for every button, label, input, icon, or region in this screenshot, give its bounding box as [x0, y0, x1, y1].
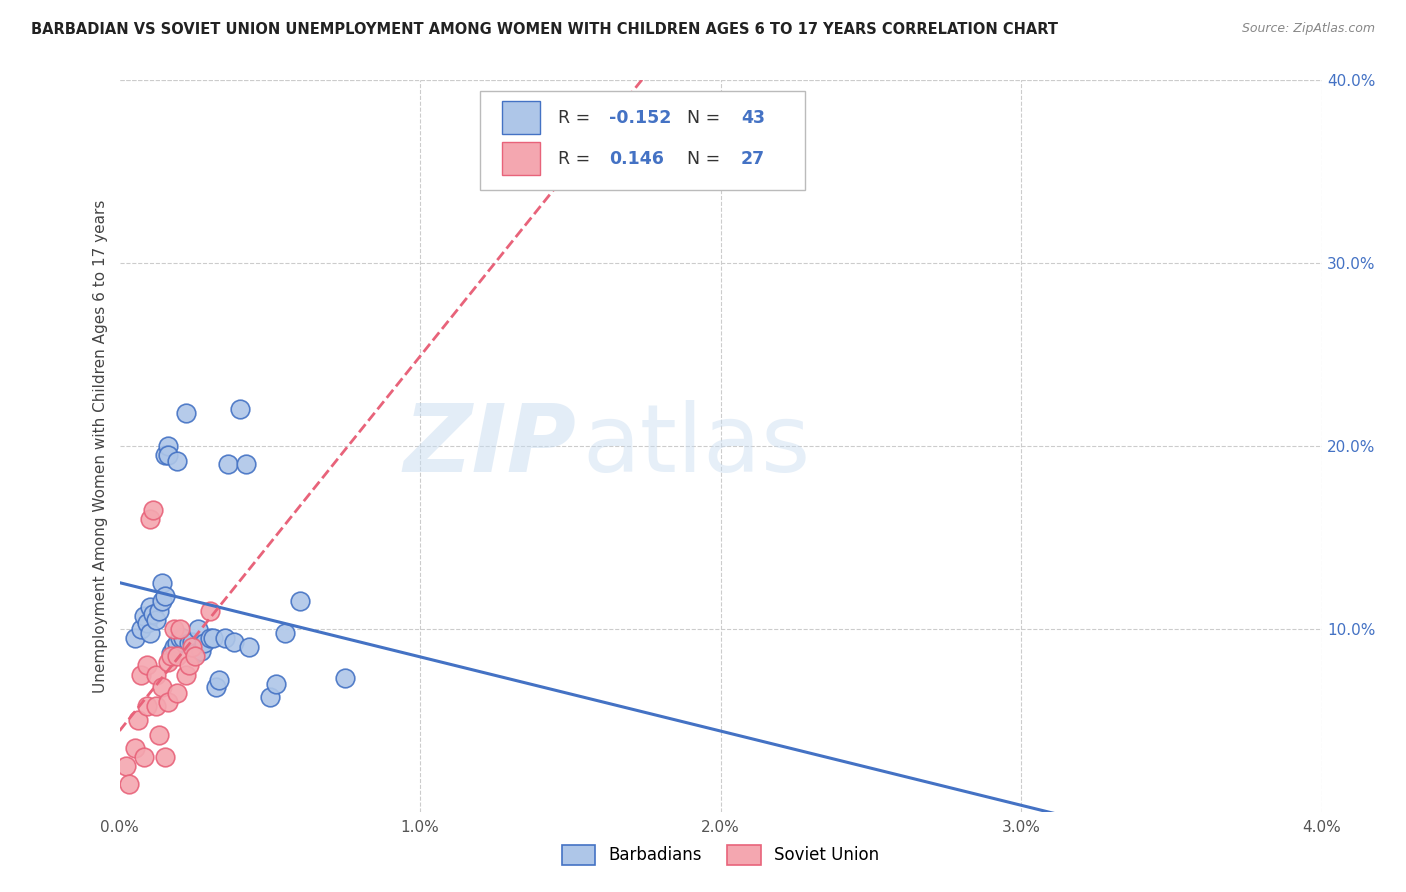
Point	[129, 622, 152, 636]
Point	[166, 636, 188, 650]
Point	[127, 714, 149, 728]
Point	[135, 658, 157, 673]
Point	[172, 631, 194, 645]
Point	[153, 589, 176, 603]
Point	[288, 594, 311, 608]
Text: atlas: atlas	[582, 400, 811, 492]
Point	[214, 631, 236, 645]
Point	[235, 458, 257, 472]
Point	[148, 728, 170, 742]
Point	[177, 658, 200, 673]
Point	[148, 603, 170, 617]
Point	[183, 649, 205, 664]
Point	[333, 671, 356, 685]
Point	[183, 646, 205, 660]
Point	[156, 439, 179, 453]
Point	[114, 759, 136, 773]
Point	[238, 640, 260, 655]
Point	[153, 749, 176, 764]
Point	[129, 667, 152, 681]
Point	[177, 636, 200, 650]
Y-axis label: Unemployment Among Women with Children Ages 6 to 17 years: Unemployment Among Women with Children A…	[93, 199, 108, 693]
Point	[208, 673, 231, 687]
Text: 0.146: 0.146	[609, 150, 664, 168]
Point	[135, 616, 157, 631]
Text: ZIP: ZIP	[404, 400, 576, 492]
Point	[204, 681, 226, 695]
Point	[201, 631, 224, 645]
Point	[222, 634, 245, 648]
Text: N =: N =	[676, 109, 725, 127]
Point	[198, 631, 221, 645]
Point	[228, 402, 252, 417]
Point	[190, 644, 212, 658]
Text: 27: 27	[741, 150, 765, 168]
Point	[145, 613, 167, 627]
Point	[138, 625, 160, 640]
Text: BARBADIAN VS SOVIET UNION UNEMPLOYMENT AMONG WOMEN WITH CHILDREN AGES 6 TO 17 YE: BARBADIAN VS SOVIET UNION UNEMPLOYMENT A…	[31, 22, 1057, 37]
Point	[180, 640, 202, 655]
Text: R =: R =	[558, 150, 602, 168]
Point	[169, 622, 191, 636]
Point	[124, 740, 146, 755]
Point	[162, 640, 184, 655]
Point	[159, 649, 181, 664]
Point	[145, 667, 167, 681]
Point	[142, 607, 165, 622]
Text: Source: ZipAtlas.com: Source: ZipAtlas.com	[1241, 22, 1375, 36]
FancyBboxPatch shape	[502, 102, 540, 134]
Text: 43: 43	[741, 109, 765, 127]
Point	[132, 749, 155, 764]
Point	[166, 686, 188, 700]
Point	[169, 631, 191, 645]
Point	[159, 646, 181, 660]
Point	[217, 458, 239, 472]
Point	[274, 625, 297, 640]
Point	[156, 655, 179, 669]
Point	[142, 503, 165, 517]
Point	[259, 690, 281, 704]
Point	[117, 777, 139, 791]
FancyBboxPatch shape	[479, 91, 804, 190]
Point	[166, 453, 188, 467]
Text: N =: N =	[676, 150, 725, 168]
Point	[156, 448, 179, 462]
Point	[138, 512, 160, 526]
Point	[124, 631, 146, 645]
Point	[156, 695, 179, 709]
Point	[145, 698, 167, 713]
Point	[174, 667, 197, 681]
Point	[150, 681, 173, 695]
Point	[198, 603, 221, 617]
Point	[135, 698, 157, 713]
Point	[180, 634, 202, 648]
Point	[150, 594, 173, 608]
Text: R =: R =	[558, 109, 596, 127]
Point	[150, 576, 173, 591]
FancyBboxPatch shape	[502, 143, 540, 176]
Point	[264, 676, 287, 690]
Point	[174, 406, 197, 420]
Text: -0.152: -0.152	[609, 109, 671, 127]
Legend: Barbadians, Soviet Union: Barbadians, Soviet Union	[554, 837, 887, 873]
Point	[153, 448, 176, 462]
Point	[166, 649, 188, 664]
Point	[138, 599, 160, 614]
Point	[187, 622, 209, 636]
Point	[132, 609, 155, 624]
Point	[193, 636, 215, 650]
Point	[162, 622, 184, 636]
